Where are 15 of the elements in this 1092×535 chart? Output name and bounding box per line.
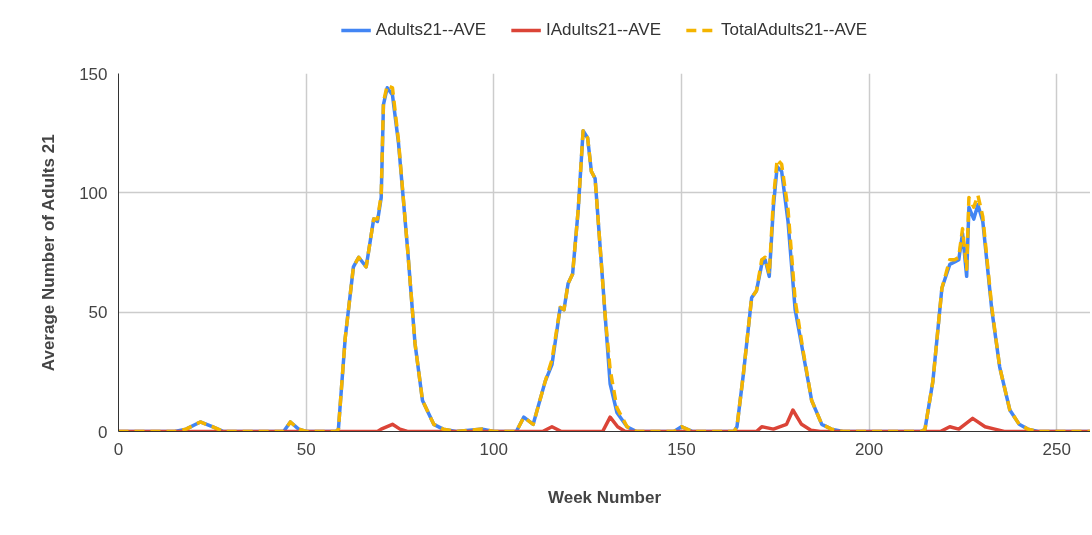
x-tick-label: 150: [667, 439, 696, 459]
x-tick-label: 250: [1042, 439, 1071, 459]
y-tick-label: 50: [88, 303, 108, 323]
x-tick-label: 0: [113, 439, 124, 459]
x-tick-label: 50: [296, 439, 316, 459]
x-tick-label: 200: [854, 439, 884, 459]
legend-label: Adults21--AVE: [375, 20, 487, 40]
legend-label: TotalAdults21--AVE: [721, 20, 868, 40]
x-axis-title: Week Number: [547, 487, 662, 507]
y-tick-label: 0: [98, 422, 108, 442]
y-tick-label: 150: [79, 64, 108, 84]
y-tick-label: 100: [79, 183, 108, 203]
y-axis-title: Average Number of Adults 21: [39, 134, 59, 372]
legend-label: IAdults21--AVE: [546, 20, 662, 40]
x-tick-label: 100: [479, 439, 508, 459]
